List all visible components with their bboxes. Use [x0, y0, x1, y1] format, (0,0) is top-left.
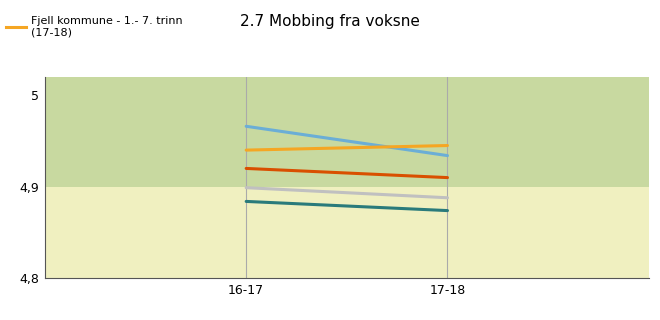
Legend: Fjell kommune - 1.- 7. trinn
(17-18): Fjell kommune - 1.- 7. trinn (17-18) [5, 16, 183, 38]
Bar [45, 187, 649, 278]
Bar [45, 72, 649, 187]
Text: 2.7 Mobbing fra voksne: 2.7 Mobbing fra voksne [240, 14, 420, 29]
